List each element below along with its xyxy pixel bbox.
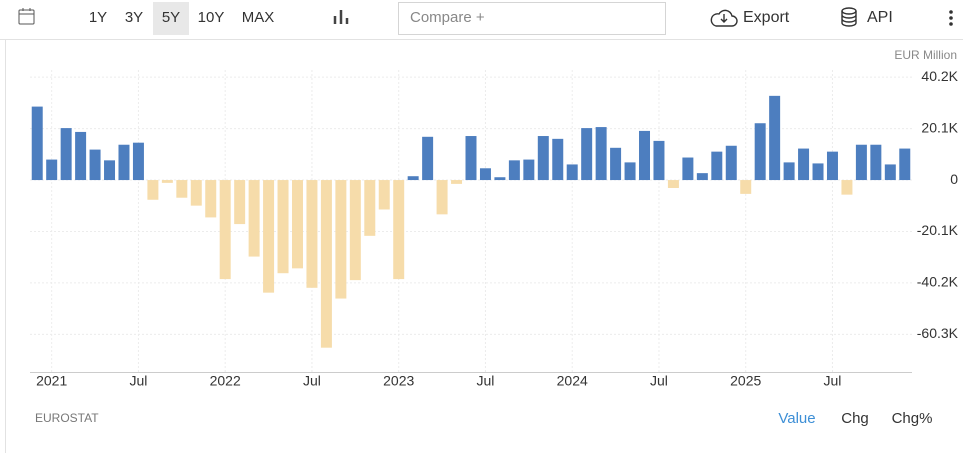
bar (291, 180, 303, 269)
bar (754, 123, 766, 181)
bar (566, 164, 578, 181)
bar (132, 142, 144, 181)
bar (104, 160, 116, 181)
calendar-icon[interactable] (18, 8, 35, 25)
mode-button[interactable]: Chg (841, 410, 869, 427)
bar (769, 95, 781, 181)
y-tick-label: -40.2K (917, 274, 959, 290)
bar (494, 177, 506, 181)
bar (335, 180, 347, 299)
x-tick-label: Jul (824, 373, 842, 389)
x-tick-label: Jul (477, 373, 495, 389)
bar (812, 163, 824, 181)
range-button[interactable]: 1Y (89, 9, 107, 26)
bar (31, 106, 43, 181)
x-tick-label: 2024 (557, 373, 588, 389)
bar (364, 180, 376, 236)
bar (190, 180, 202, 206)
bar (161, 180, 173, 183)
export-icon[interactable] (710, 9, 738, 27)
bar (523, 159, 535, 181)
bar (624, 162, 636, 181)
bar (595, 127, 607, 181)
bar (508, 160, 520, 181)
bar (682, 157, 694, 181)
bar (147, 180, 159, 200)
bar (89, 149, 101, 181)
bar (320, 180, 332, 348)
bar (798, 148, 810, 181)
bar (667, 180, 679, 188)
bar (263, 180, 275, 293)
menu-icon[interactable] (949, 10, 953, 26)
bar (118, 144, 130, 181)
bar (349, 180, 361, 281)
bar (451, 180, 463, 184)
bar (422, 136, 434, 181)
bar (855, 144, 867, 181)
bar (639, 130, 651, 181)
x-tick-label: 2022 (210, 373, 241, 389)
bar (884, 164, 896, 181)
bar (60, 128, 72, 181)
x-tick-label: Jul (650, 373, 668, 389)
mode-button[interactable]: Chg% (892, 410, 933, 427)
bar (46, 159, 58, 181)
y-tick-label: 40.2K (921, 68, 958, 84)
bar (219, 180, 231, 280)
x-tick-label: 2021 (36, 373, 67, 389)
range-button[interactable]: MAX (242, 9, 275, 26)
export-button[interactable]: Export (743, 9, 790, 26)
bar (436, 180, 448, 215)
range-button[interactable]: 10Y (198, 9, 225, 26)
bar (899, 148, 911, 181)
bar (725, 145, 737, 181)
y-tick-label: 0 (950, 171, 958, 187)
bar (841, 180, 853, 195)
bar (248, 180, 260, 257)
bar (393, 180, 405, 280)
bar (581, 128, 593, 181)
mode-button[interactable]: Value (778, 410, 815, 427)
x-tick-label: 2023 (383, 373, 414, 389)
bar (537, 136, 549, 181)
bar (378, 180, 390, 210)
bar (711, 151, 723, 181)
bar (479, 168, 491, 181)
api-button[interactable]: API (867, 9, 893, 26)
bar (870, 144, 882, 181)
selected-range-bg (153, 2, 189, 35)
y-tick-label: -20.1K (917, 222, 959, 238)
bar (465, 136, 477, 181)
bar (234, 180, 246, 225)
source: EUROSTAT (35, 411, 99, 425)
range-button[interactable]: 3Y (125, 9, 143, 26)
range-button[interactable]: 5Y (162, 9, 180, 26)
bar (653, 140, 665, 181)
y-tick-label: 20.1K (921, 119, 958, 135)
compare-input[interactable] (398, 2, 666, 35)
bar (696, 173, 708, 181)
x-tick-label: Jul (303, 373, 321, 389)
compare-placeholder: Compare + (410, 9, 485, 26)
bar (277, 180, 289, 274)
bar (306, 180, 318, 288)
y-tick-label: -60.3K (917, 325, 959, 341)
bar (783, 162, 795, 181)
chart-type-icon[interactable] (333, 10, 349, 24)
bar (176, 180, 188, 198)
x-tick-label: Jul (129, 373, 147, 389)
bar (205, 180, 217, 218)
bar (407, 176, 419, 181)
unit-label: EUR Million (894, 48, 957, 62)
x-tick-label: 2025 (730, 373, 761, 389)
bar (826, 151, 838, 181)
bar (75, 131, 87, 181)
bar (740, 180, 752, 194)
bar (610, 147, 622, 181)
api-icon[interactable] (841, 7, 857, 27)
bar (552, 138, 564, 181)
